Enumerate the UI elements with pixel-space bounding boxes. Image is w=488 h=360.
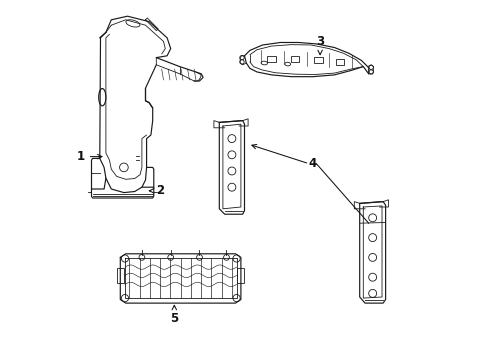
Text: 4: 4 (308, 157, 316, 170)
Text: 5: 5 (170, 305, 178, 325)
Text: 3: 3 (315, 35, 324, 55)
Bar (117, 268, 123, 283)
Text: 2: 2 (149, 184, 163, 197)
Bar (237, 268, 244, 283)
Text: 1: 1 (77, 150, 102, 163)
